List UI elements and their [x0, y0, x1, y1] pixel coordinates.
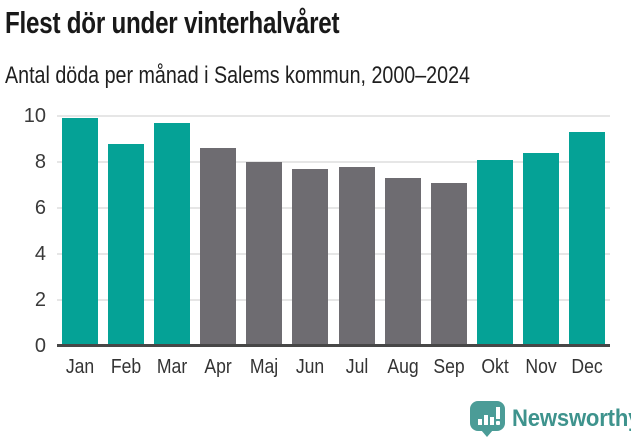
bar-feb	[108, 143, 145, 346]
bar-jun	[292, 168, 329, 346]
y-axis-tick-label: 10	[23, 105, 46, 127]
logo-exclamation-icon	[496, 407, 500, 419]
x-axis-tick-label: Sep	[433, 356, 465, 378]
chart-subtitle: Antal döda per månad i Salems kommun, 20…	[5, 62, 470, 89]
x-axis-tick-label: Aug	[386, 356, 419, 378]
x-axis-tick-label: Maj	[250, 356, 279, 378]
logo-exclamation-dot-icon	[496, 421, 500, 425]
bar-nov	[522, 152, 559, 346]
x-axis-tick-label: Dec	[571, 356, 603, 378]
brand-footer: Newsworthy	[470, 400, 631, 438]
bar-sep	[430, 182, 467, 346]
bar-apr	[200, 148, 237, 346]
logo-mini-bar-icon	[478, 419, 482, 425]
plot-area	[57, 115, 610, 347]
gridline	[57, 115, 610, 117]
y-axis-tick-label: 0	[34, 335, 46, 357]
x-axis-labels: Jan Feb Mar Apr Maj Jun Jul Aug Sep Okt Nov Dec	[57, 354, 610, 380]
x-axis-tick-label: Feb	[110, 356, 142, 378]
x-axis-tick-label: Jul	[345, 356, 368, 378]
x-axis-tick-label: Nov	[525, 356, 557, 378]
x-axis-tick-label: Apr	[204, 356, 232, 378]
bar-okt	[476, 159, 513, 346]
y-axis-tick-label: 4	[34, 243, 46, 265]
bar-jul	[338, 166, 375, 346]
bar-aug	[384, 178, 421, 346]
brand-name: Newsworthy	[512, 405, 631, 432]
bar-dec	[568, 132, 605, 346]
gridline	[57, 161, 610, 163]
x-axis-tick-label: Jun	[296, 356, 325, 378]
y-axis-tick-label: 2	[34, 289, 46, 311]
bar-jan	[62, 118, 99, 346]
gridline	[57, 253, 610, 255]
bar-maj	[246, 162, 283, 346]
gridline	[57, 207, 610, 209]
y-axis-tick-label: 6	[34, 197, 46, 219]
bar-mar	[154, 122, 191, 346]
x-axis-tick-label: Okt	[481, 356, 509, 378]
chart-title: Flest dör under vinterhalvåret	[5, 5, 340, 40]
newsworthy-logo-icon	[470, 401, 505, 431]
x-axis-tick-label: Mar	[157, 356, 188, 378]
logo-mini-bar-icon	[484, 415, 488, 425]
logo-mini-bar-icon	[490, 417, 494, 425]
gridline	[57, 299, 610, 301]
y-axis-labels: 0 2 4 6 8 10	[0, 105, 46, 357]
logo-speech-tail-icon	[481, 430, 493, 437]
x-axis-tick-label: Jan	[65, 356, 95, 378]
y-axis-tick-label: 8	[34, 151, 46, 173]
